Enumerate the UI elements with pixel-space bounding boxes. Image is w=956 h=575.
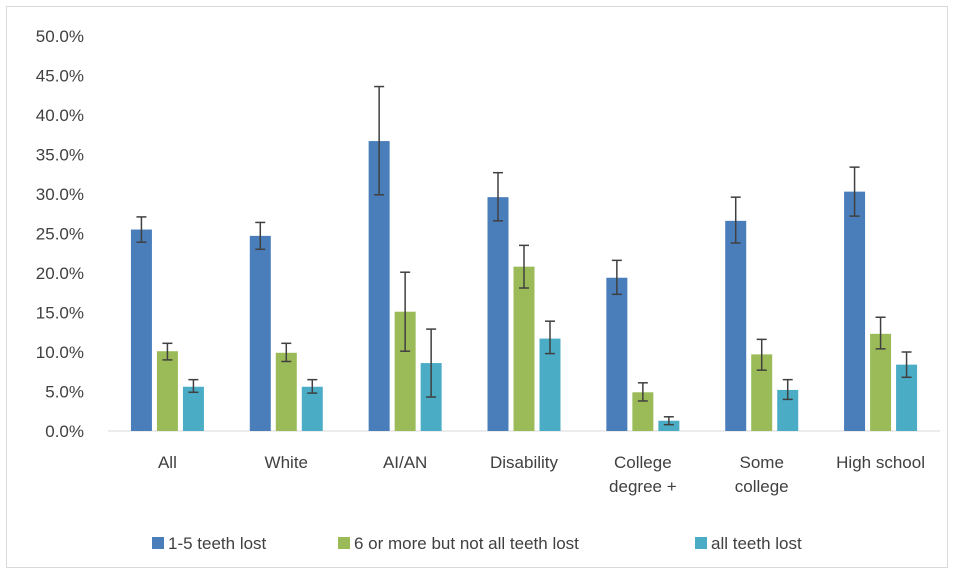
bar xyxy=(182,386,204,431)
bar xyxy=(130,229,152,431)
y-tick-label: 0.0% xyxy=(45,422,84,441)
bar xyxy=(487,197,509,431)
x-category-label: Disability xyxy=(490,453,559,472)
legend-swatch xyxy=(152,537,164,549)
x-category-label: degree + xyxy=(609,477,677,496)
bar xyxy=(725,220,747,431)
x-category-label: College xyxy=(614,453,672,472)
x-category-label: college xyxy=(735,477,789,496)
bar xyxy=(368,141,390,431)
legend-label: all teeth lost xyxy=(711,534,802,553)
bar xyxy=(896,364,918,431)
y-tick-label: 45.0% xyxy=(36,67,84,86)
bar xyxy=(513,266,535,431)
bar xyxy=(632,392,654,431)
x-category-label: AI/AN xyxy=(383,453,427,472)
bar xyxy=(394,311,416,431)
bar xyxy=(870,333,892,431)
bar xyxy=(249,235,271,431)
bar xyxy=(539,338,561,431)
y-tick-label: 40.0% xyxy=(36,106,84,125)
legend-label: 1-5 teeth lost xyxy=(168,534,267,553)
y-tick-label: 50.0% xyxy=(36,27,84,46)
legend-label: 6 or more but not all teeth lost xyxy=(354,534,579,553)
bar xyxy=(156,351,178,431)
x-category-label: Some xyxy=(740,453,784,472)
y-tick-label: 15.0% xyxy=(36,304,84,323)
bar xyxy=(606,277,628,431)
bar xyxy=(844,191,866,431)
legend-swatch xyxy=(695,537,707,549)
bar xyxy=(777,389,799,431)
chart-area xyxy=(6,6,948,568)
y-tick-label: 35.0% xyxy=(36,146,84,165)
y-tick-label: 25.0% xyxy=(36,225,84,244)
bar xyxy=(275,352,297,431)
x-category-label: High school xyxy=(836,453,925,472)
y-tick-label: 10.0% xyxy=(36,343,84,362)
y-tick-label: 20.0% xyxy=(36,264,84,283)
bar xyxy=(301,386,323,431)
legend-swatch xyxy=(338,537,350,549)
x-category-label: All xyxy=(158,453,177,472)
y-tick-label: 30.0% xyxy=(36,185,84,204)
y-tick-label: 5.0% xyxy=(45,383,84,402)
x-category-label: White xyxy=(265,453,308,472)
bar xyxy=(751,354,773,431)
bar xyxy=(658,420,680,431)
